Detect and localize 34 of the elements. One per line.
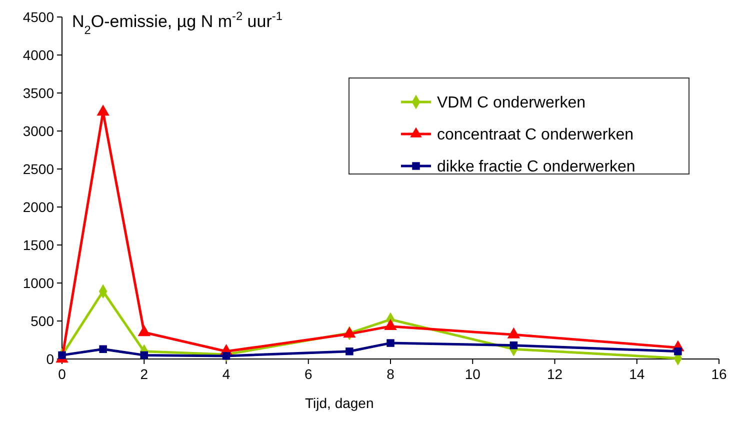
point bbox=[674, 348, 682, 356]
legend-label: dikke fractie C onderwerken bbox=[437, 158, 636, 176]
point bbox=[99, 345, 107, 353]
y-tick-label: 4500 bbox=[22, 8, 54, 25]
x-tick-label: 6 bbox=[304, 366, 312, 382]
legend-label: VDM C onderwerken bbox=[437, 94, 586, 112]
x-tick-label: 0 bbox=[58, 366, 66, 382]
point bbox=[386, 339, 394, 347]
x-tick-label: 16 bbox=[711, 366, 727, 382]
point bbox=[222, 352, 230, 360]
point bbox=[96, 104, 110, 116]
y-tick-label: 2000 bbox=[22, 198, 54, 215]
point bbox=[140, 351, 148, 360]
y-tick-label: 4000 bbox=[22, 46, 54, 63]
x-tick-label: 8 bbox=[386, 366, 395, 382]
y-tick-label: 3000 bbox=[22, 122, 54, 139]
x-tick-label: 10 bbox=[464, 366, 481, 382]
x-axis-title: Tijd, dagen bbox=[305, 395, 374, 411]
y-axis-title: N$_{2}$O-emissie, µg N m$^{-2}$ uur$^{-1}$ bbox=[72, 9, 283, 37]
x-tick-label: 4 bbox=[222, 366, 230, 382]
y-tick-label: 500 bbox=[30, 312, 54, 329]
y-tick-label: 0 bbox=[46, 350, 54, 367]
x-tick-label: 12 bbox=[546, 366, 563, 382]
y-tick-label: 1500 bbox=[22, 236, 54, 253]
legend-label: concentraat C onderwerken bbox=[437, 126, 634, 144]
point bbox=[343, 326, 356, 338]
x-tick-label: 2 bbox=[140, 366, 148, 382]
x-tick-label: 14 bbox=[629, 366, 645, 382]
y-tick-label: 3500 bbox=[22, 84, 54, 101]
point bbox=[510, 341, 518, 350]
point bbox=[138, 325, 150, 336]
y-tick-label: 2500 bbox=[22, 160, 54, 177]
y-tick-label: 1000 bbox=[22, 274, 54, 291]
point bbox=[346, 348, 354, 356]
